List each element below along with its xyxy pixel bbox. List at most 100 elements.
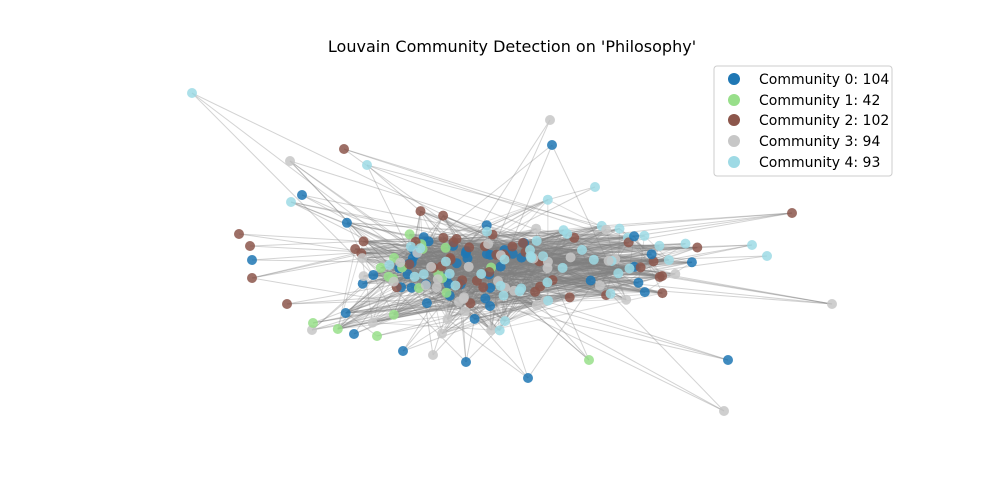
network-edge bbox=[535, 228, 571, 298]
node-community-0 bbox=[547, 140, 557, 150]
network-edge bbox=[522, 233, 568, 244]
legend-entry-community-2: Community 2: 102 bbox=[728, 113, 889, 129]
node-community-3 bbox=[431, 282, 442, 293]
network-edge bbox=[456, 238, 490, 273]
network-edge bbox=[428, 237, 628, 242]
network-edge bbox=[421, 243, 660, 247]
network-edge bbox=[345, 304, 537, 314]
network-edge bbox=[337, 248, 356, 330]
node-community-4 bbox=[495, 280, 506, 291]
legend-label-community-4: Community 4: 93 bbox=[759, 155, 880, 171]
network-edge bbox=[345, 241, 454, 314]
network-edge bbox=[346, 222, 395, 259]
node-community-2 bbox=[234, 229, 244, 239]
node-community-2 bbox=[245, 241, 255, 251]
legend-marker-community-4 bbox=[728, 156, 740, 168]
network-edge bbox=[442, 277, 591, 281]
network-edge bbox=[504, 259, 639, 284]
network-edge bbox=[412, 257, 729, 361]
node-community-4 bbox=[440, 256, 451, 267]
network-edge bbox=[410, 246, 639, 284]
network-edge bbox=[251, 236, 424, 279]
network-edge bbox=[345, 302, 471, 314]
network-edge bbox=[448, 283, 506, 322]
network-edge bbox=[345, 255, 768, 314]
network-edge bbox=[483, 261, 692, 288]
network-edge bbox=[500, 266, 570, 298]
legend-entry-community-4: Community 4: 93 bbox=[728, 155, 880, 171]
network-edge bbox=[343, 148, 607, 231]
node-community-2 bbox=[448, 237, 459, 248]
network-edge bbox=[489, 259, 669, 275]
network-edge bbox=[531, 257, 663, 277]
network-edge bbox=[531, 257, 669, 261]
network-edge bbox=[547, 261, 635, 268]
network-nodes bbox=[187, 88, 837, 416]
network-edge bbox=[542, 257, 630, 269]
node-community-2 bbox=[464, 242, 475, 253]
node-community-2 bbox=[657, 271, 668, 281]
network-edge bbox=[637, 235, 645, 283]
network-edge bbox=[453, 241, 505, 251]
network-edge bbox=[463, 257, 543, 298]
network-edge bbox=[605, 243, 686, 296]
node-community-4 bbox=[577, 244, 587, 255]
network-edge bbox=[465, 318, 476, 363]
node-community-2 bbox=[339, 144, 349, 154]
network-edge bbox=[360, 253, 374, 323]
network-edge bbox=[363, 275, 450, 297]
network-edge bbox=[486, 231, 536, 293]
legend-marker-community-2 bbox=[728, 114, 740, 126]
network-edge bbox=[456, 119, 551, 264]
network-edge bbox=[619, 228, 652, 255]
node-community-1 bbox=[441, 287, 452, 298]
network-edge bbox=[633, 236, 663, 294]
network-edge bbox=[441, 285, 601, 335]
network-edge bbox=[468, 247, 490, 273]
node-community-0 bbox=[297, 190, 307, 200]
network-edge bbox=[360, 253, 395, 315]
node-community-0 bbox=[349, 329, 359, 339]
network-edge bbox=[393, 259, 669, 316]
node-community-3 bbox=[601, 224, 612, 235]
network-edge bbox=[489, 261, 692, 275]
network-edge bbox=[301, 194, 457, 264]
network-edge bbox=[447, 318, 529, 379]
node-community-3 bbox=[420, 280, 431, 291]
node-community-2 bbox=[657, 288, 668, 299]
node-community-3 bbox=[458, 293, 469, 304]
network-edge bbox=[400, 253, 513, 288]
network-edge bbox=[426, 261, 692, 285]
node-community-2 bbox=[635, 262, 646, 273]
network-edge bbox=[366, 164, 602, 227]
node-community-4 bbox=[538, 251, 548, 262]
node-community-4 bbox=[286, 197, 296, 207]
node-community-0 bbox=[686, 257, 697, 268]
network-edge bbox=[433, 267, 600, 287]
node-community-4 bbox=[605, 288, 616, 299]
network-edge bbox=[601, 212, 793, 227]
network-edge bbox=[376, 273, 676, 337]
node-community-4 bbox=[747, 240, 757, 250]
node-community-0 bbox=[633, 277, 644, 288]
node-community-4 bbox=[562, 228, 573, 239]
node-community-1 bbox=[440, 242, 451, 253]
network-edge bbox=[463, 298, 537, 306]
node-community-2 bbox=[518, 238, 528, 248]
node-community-4 bbox=[525, 251, 536, 262]
network-edge bbox=[489, 266, 635, 307]
network-edge bbox=[521, 241, 629, 289]
network-edge bbox=[410, 246, 548, 283]
network-edge bbox=[337, 272, 619, 330]
node-community-4 bbox=[557, 262, 568, 273]
node-community-4 bbox=[663, 255, 674, 265]
node-community-1 bbox=[308, 318, 318, 328]
network-edge bbox=[463, 276, 660, 300]
legend-entry-community-0: Community 0: 104 bbox=[728, 72, 889, 88]
network-edge bbox=[411, 228, 537, 289]
network-edge bbox=[447, 263, 458, 320]
network-edge bbox=[491, 292, 663, 331]
network-edge bbox=[470, 302, 501, 331]
chart-title: Louvain Community Detection on 'Philosop… bbox=[328, 37, 696, 56]
node-community-4 bbox=[542, 194, 553, 205]
